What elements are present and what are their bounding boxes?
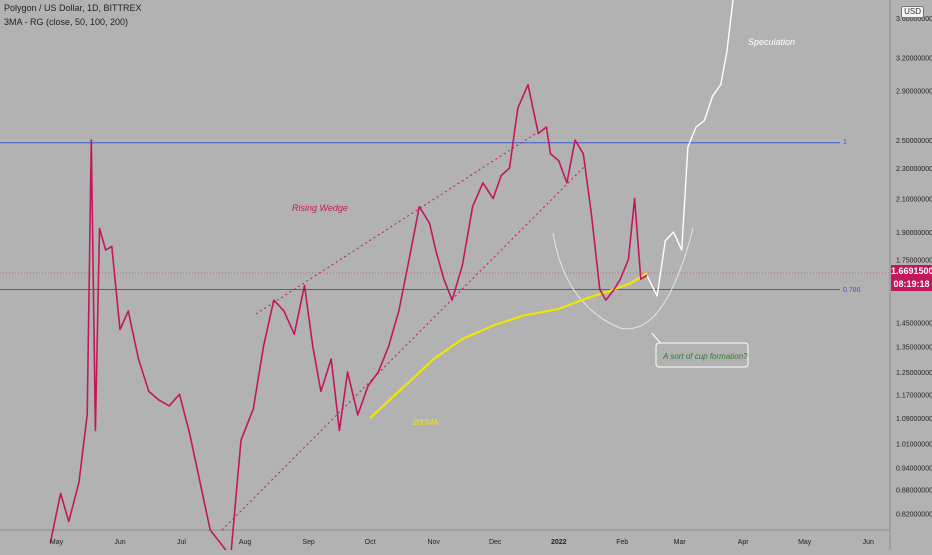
x-tick-label: 2022 xyxy=(551,539,567,546)
wedge-upper-trendline xyxy=(255,131,539,315)
fib-1-label: 1 xyxy=(843,139,847,146)
countdown-tag: 08:19:18 xyxy=(891,278,932,291)
y-tick-label: 0.82000000 xyxy=(896,511,932,518)
speculation-label: Speculation xyxy=(748,37,795,47)
ma200-label: 200MA xyxy=(412,418,438,427)
x-tick-label: Jun xyxy=(863,539,874,546)
x-tick-label: Feb xyxy=(616,539,628,546)
cup-label-box xyxy=(655,342,749,368)
y-tick-label: 1.09000000 xyxy=(896,416,932,423)
fib-0786-label: 0.786 xyxy=(843,287,861,294)
x-tick-label: May xyxy=(798,539,812,546)
y-tick-label: 1.01000000 xyxy=(896,442,932,449)
price-series-line xyxy=(49,83,648,555)
currency-badge[interactable]: USD xyxy=(901,6,924,18)
y-tick-label: 2.30000000 xyxy=(896,166,932,173)
y-tick-label: 1.90000000 xyxy=(896,230,932,237)
y-tick-label: 3.60000000 xyxy=(896,16,932,23)
y-tick-label: 1.75000000 xyxy=(896,258,932,265)
x-tick-label: Sep xyxy=(302,539,315,546)
y-tick-label: 2.10000000 xyxy=(896,197,932,204)
cup-arc xyxy=(552,227,694,330)
y-tick-label: 1.45000000 xyxy=(896,321,932,328)
y-tick-label: 1.17000000 xyxy=(896,392,932,399)
x-tick-label: Jul xyxy=(177,539,186,546)
x-tick-label: Aug xyxy=(239,539,252,546)
wedge-lower-trendline xyxy=(221,164,587,531)
x-tick-label: Jun xyxy=(114,539,125,546)
wedge-label: Rising Wedge xyxy=(292,203,348,213)
cup-label: A sort of cup formation? xyxy=(662,352,748,361)
x-tick-label: Apr xyxy=(738,539,750,546)
speculation-series-line xyxy=(646,0,734,297)
y-tick-label: 1.25000000 xyxy=(896,370,932,377)
y-tick-label: 0.94000000 xyxy=(896,466,932,473)
y-tick-label: 0.88000000 xyxy=(896,488,932,495)
y-tick-label: 2.50000000 xyxy=(896,138,932,145)
x-tick-label: Dec xyxy=(489,539,502,546)
x-tick-label: Mar xyxy=(674,539,687,546)
x-tick-label: Nov xyxy=(427,539,440,546)
symbol-title: Polygon / US Dollar, 1D, BITTREX xyxy=(4,3,142,13)
y-tick-label: 2.90000000 xyxy=(896,89,932,96)
x-tick-label: Oct xyxy=(365,539,376,546)
y-tick-label: 1.35000000 xyxy=(896,344,932,351)
y-tick-label: 3.20000000 xyxy=(896,56,932,63)
x-tick-label: May xyxy=(50,539,64,546)
indicator-title: 3MA - RG (close, 50, 100, 200) xyxy=(4,17,129,27)
